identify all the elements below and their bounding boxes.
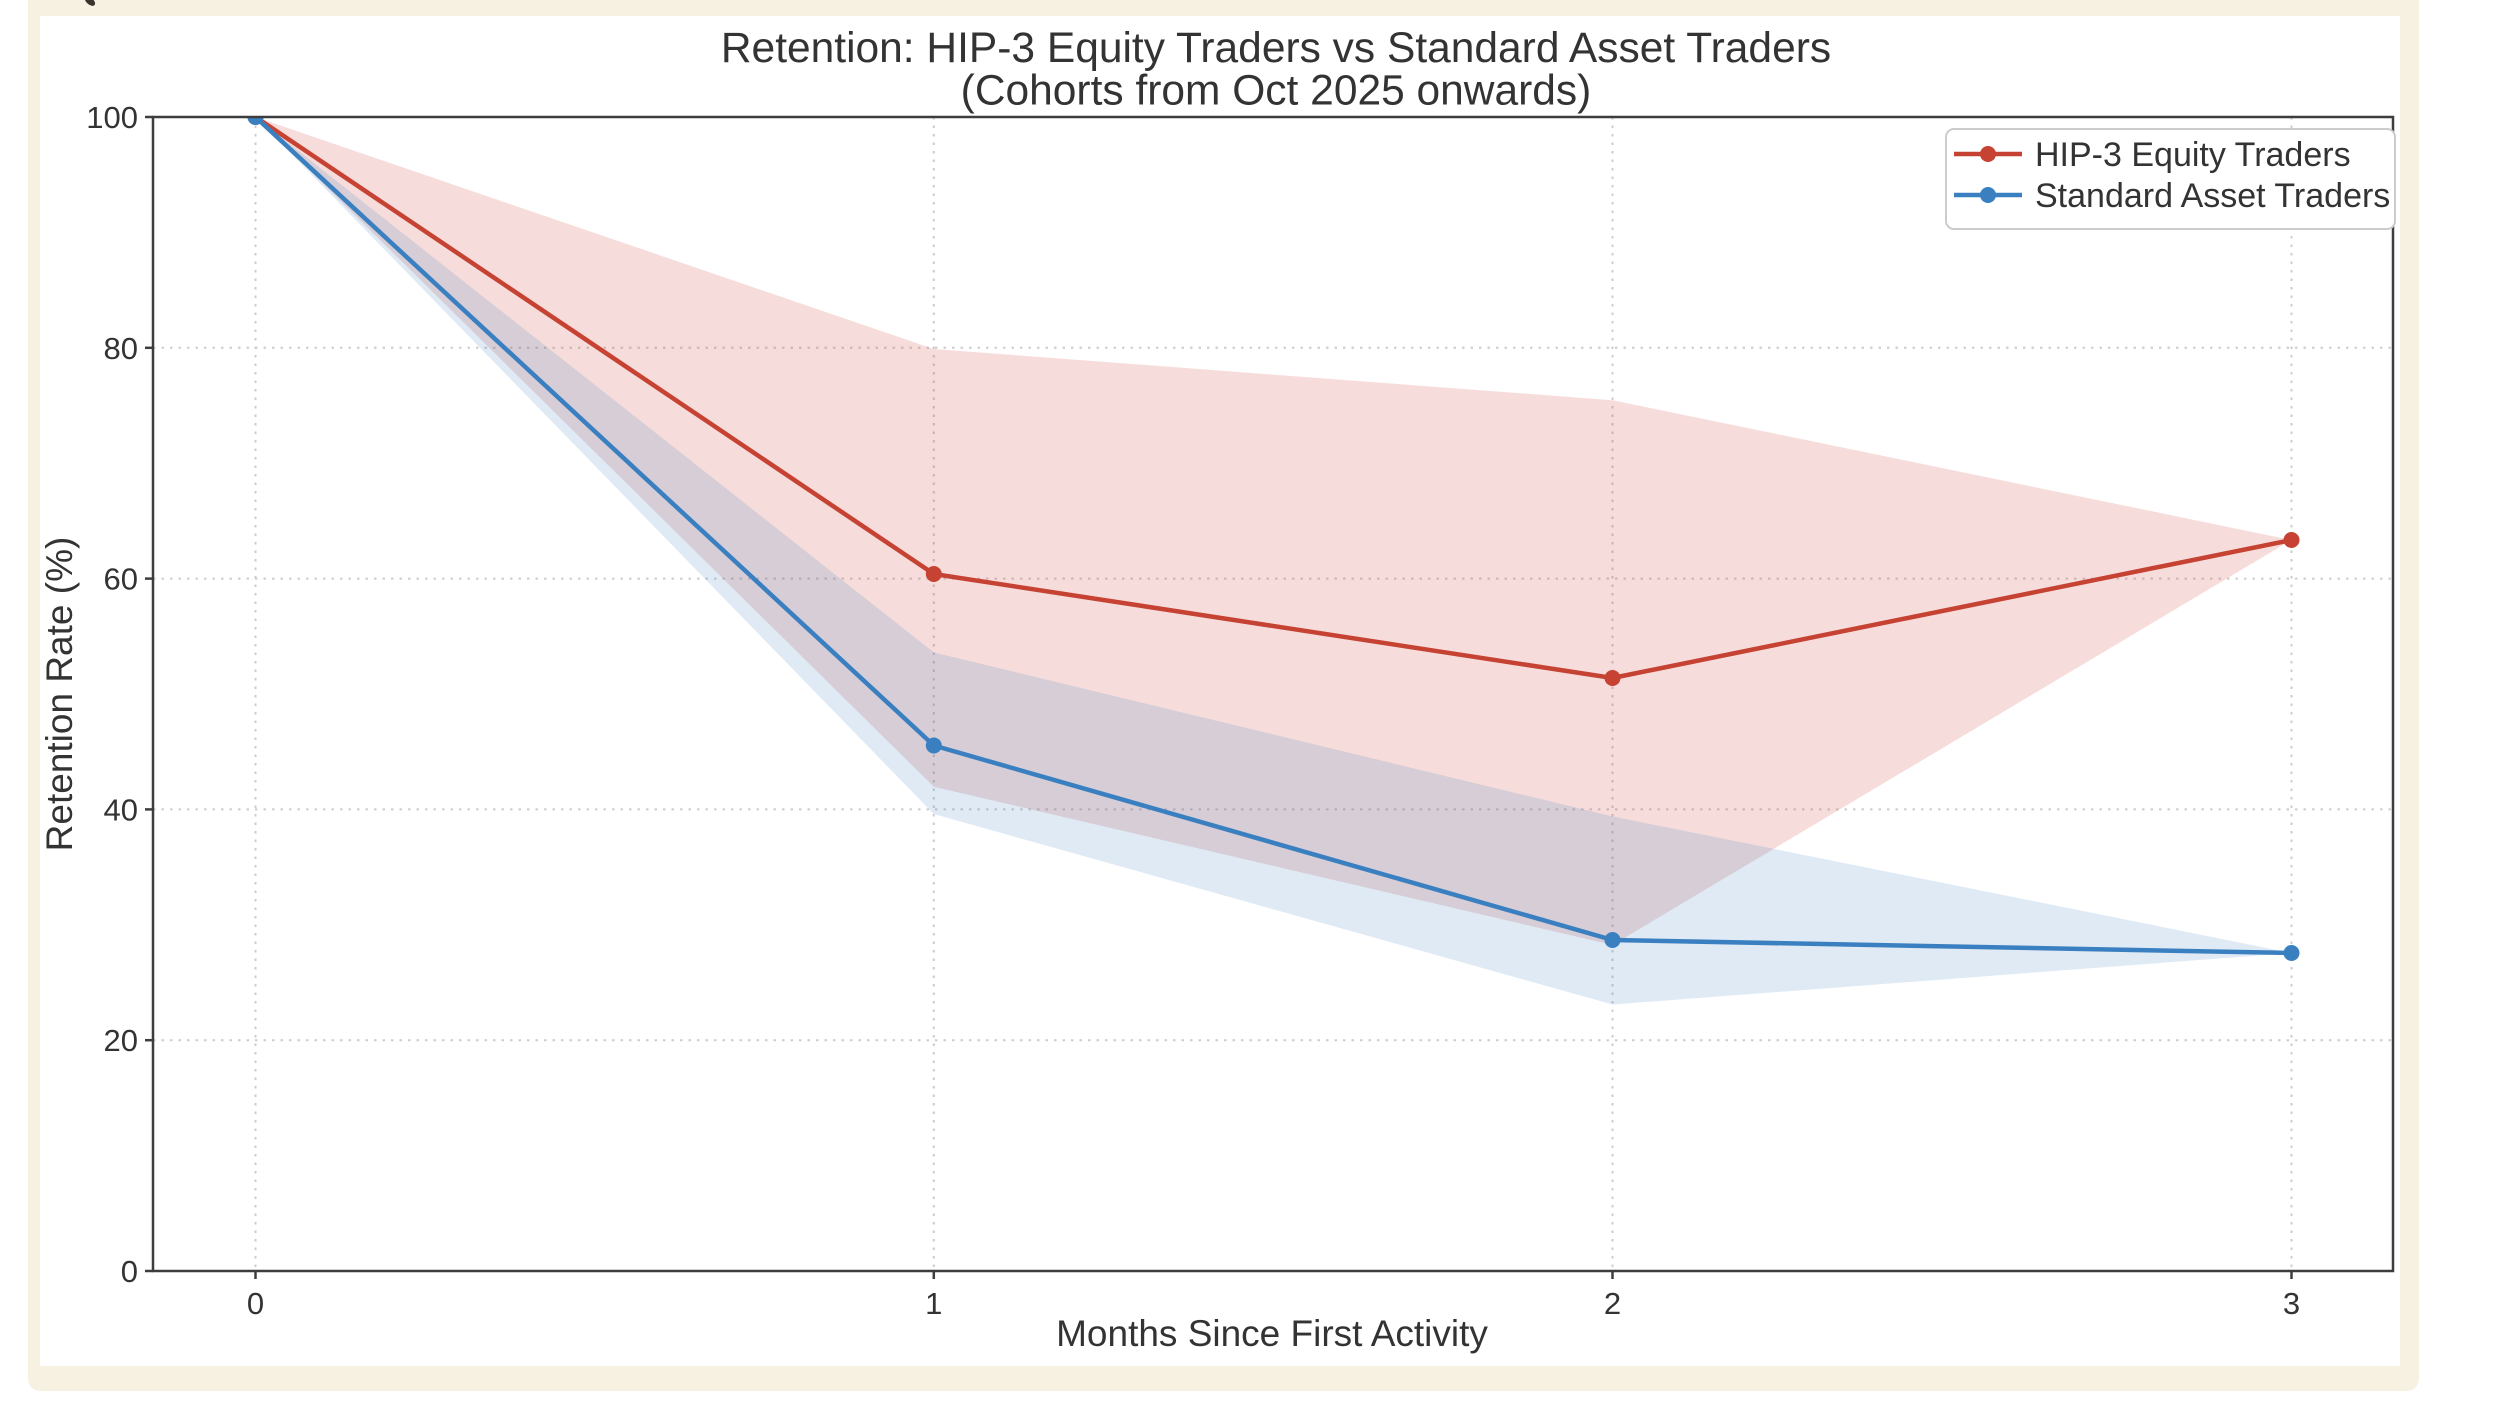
- svg-text:0: 0: [247, 1286, 264, 1321]
- svg-text:80: 80: [104, 331, 138, 366]
- svg-text:1: 1: [925, 1286, 942, 1321]
- svg-text:Retention Rate (%): Retention Rate (%): [39, 537, 80, 852]
- svg-text:Retention: HIP-3 Equity Trader: Retention: HIP-3 Equity Traders vs Stand…: [721, 25, 1831, 72]
- svg-text:60: 60: [104, 562, 138, 597]
- svg-text:Standard Asset Traders: Standard Asset Traders: [2035, 177, 2390, 215]
- svg-text:2: 2: [1604, 1286, 1621, 1321]
- svg-text:HIP-3 Equity Traders: HIP-3 Equity Traders: [2035, 136, 2351, 174]
- svg-text:20: 20: [104, 1023, 138, 1058]
- svg-text:(Cohorts from Oct 2025 onwards: (Cohorts from Oct 2025 onwards): [961, 68, 1592, 115]
- svg-text:Months Since First Activity: Months Since First Activity: [1056, 1313, 1488, 1354]
- svg-text:0: 0: [121, 1254, 138, 1289]
- svg-text:40: 40: [104, 792, 138, 827]
- svg-text:100: 100: [86, 100, 138, 135]
- svg-text:3: 3: [2283, 1286, 2300, 1321]
